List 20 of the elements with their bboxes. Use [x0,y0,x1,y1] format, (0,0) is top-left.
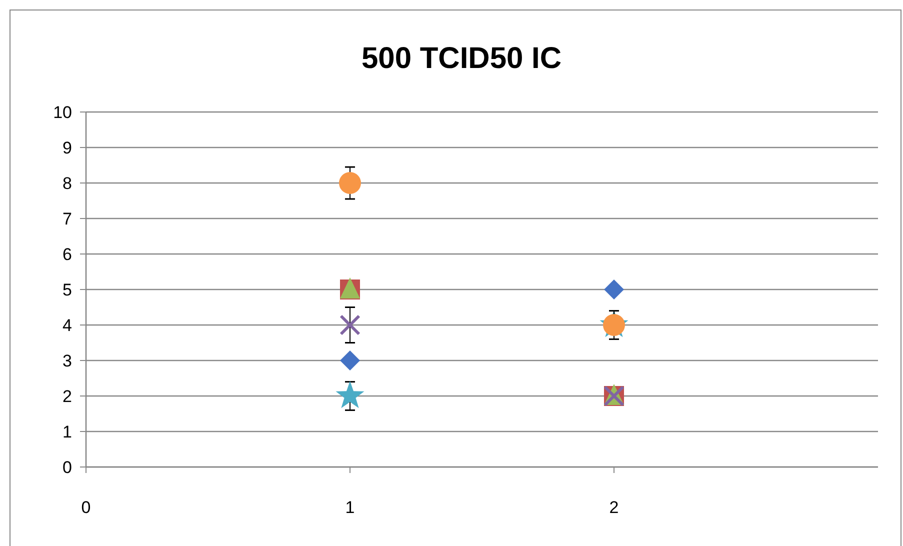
chart-title: 500 TCID50 IC [361,42,562,75]
x-tick-label: 0 [81,498,91,517]
x-tick-label: 1 [345,498,355,517]
y-tick-label: 7 [62,209,72,228]
y-tick-label: 4 [62,316,72,335]
point [340,314,360,336]
y-tick-label: 8 [62,174,72,193]
y-tick-label: 5 [62,280,72,300]
y-tick-label: 9 [62,138,72,158]
point [604,280,624,300]
point [336,381,364,408]
y-tick-label: 2 [62,386,72,406]
point [340,350,360,370]
y-tick-label: 10 [53,102,72,122]
y-tick-label: 3 [62,351,72,370]
y-tick-label: 1 [62,422,72,442]
x-tick-label: 2 [609,498,619,517]
y-tick-label: 6 [62,244,72,264]
y-tick-label: 0 [62,458,72,477]
point [339,172,361,194]
